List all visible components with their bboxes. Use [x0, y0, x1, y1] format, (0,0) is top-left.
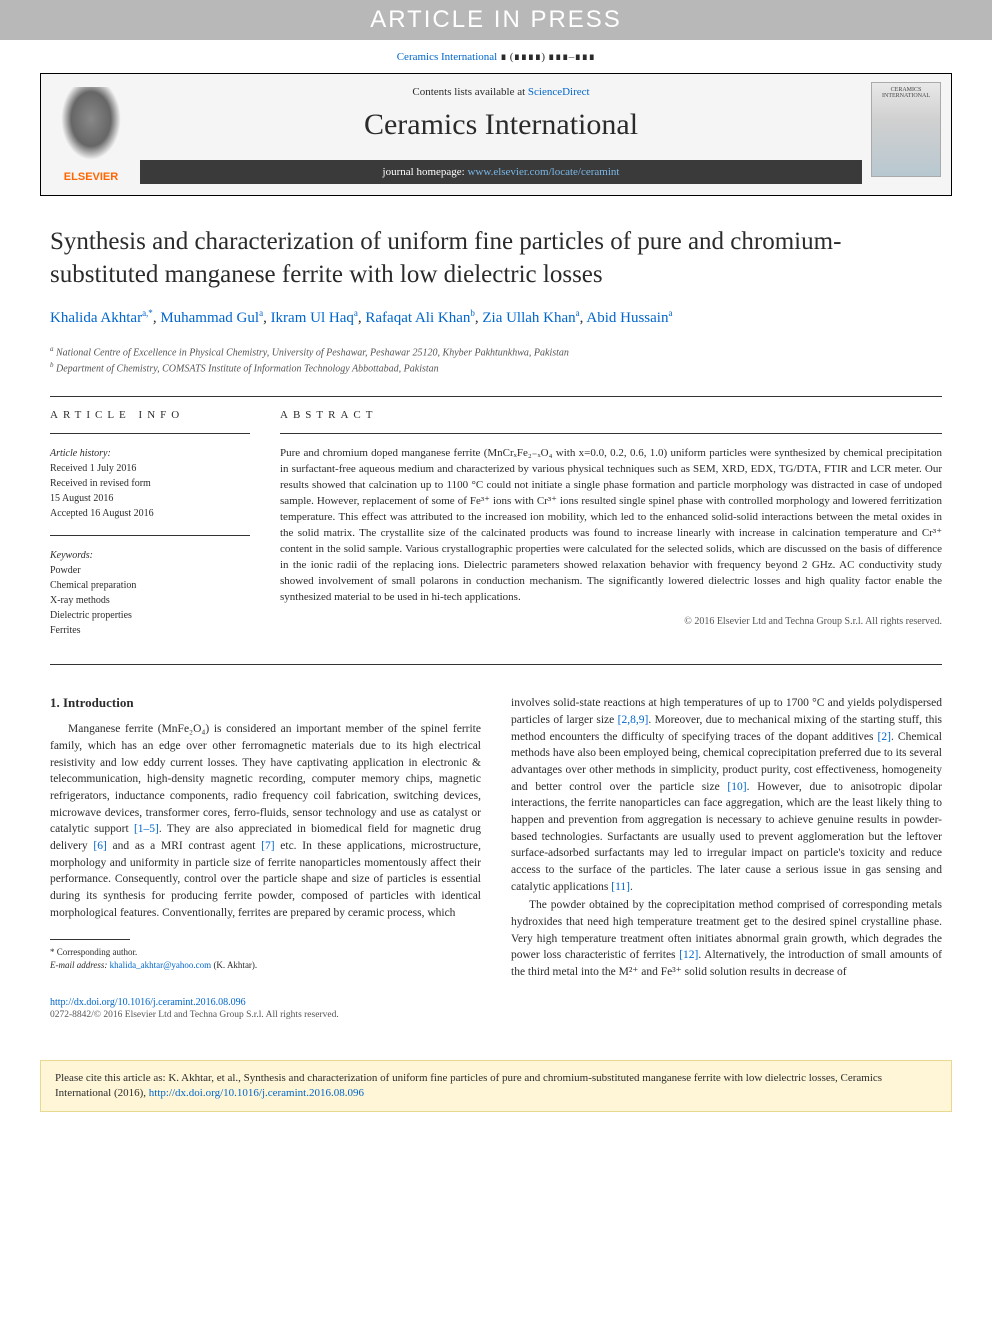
cite-link[interactable]: http://dx.doi.org/10.1016/j.ceramint.201…: [149, 1087, 364, 1099]
author-1-sup: a: [259, 308, 263, 318]
main-content: Synthesis and characterization of unifor…: [0, 196, 992, 1040]
citation-placeholder: ∎ (∎∎∎∎) ∎∎∎–∎∎∎: [497, 51, 595, 63]
affiliations: a National Centre of Excellence in Physi…: [50, 344, 942, 377]
author-4-sup: a: [576, 308, 580, 318]
body-columns: 1. Introduction Manganese ferrite (MnFe₂…: [50, 695, 942, 982]
cite-box: Please cite this article as: K. Akhtar, …: [40, 1060, 952, 1113]
divider-top: [50, 396, 942, 397]
aff-b-sup: b: [50, 361, 54, 369]
ref-12[interactable]: [12]: [679, 949, 698, 961]
sciencedirect-link[interactable]: ScienceDirect: [528, 86, 590, 98]
footnotes: * Corresponding author. E-mail address: …: [50, 946, 481, 971]
affiliation-b: b Department of Chemistry, COMSATS Insti…: [50, 360, 942, 376]
col1-p1c: and as a MRI contrast agent: [107, 840, 261, 852]
keywords-block: Keywords: Powder Chemical preparation X-…: [50, 548, 250, 638]
body-col-left: 1. Introduction Manganese ferrite (MnFe₂…: [50, 695, 481, 982]
history-2: 15 August 2016: [50, 491, 250, 506]
footnote-divider: [50, 939, 130, 940]
body-col-right: involves solid-state reactions at high t…: [511, 695, 942, 982]
keyword-0: Powder: [50, 563, 250, 578]
author-5-sup: a: [668, 308, 672, 318]
abstract-label: ABSTRACT: [280, 409, 942, 421]
col1-p1a: Manganese ferrite (MnFe₂O₄) is considere…: [50, 723, 481, 835]
col2-p1e: .: [630, 881, 633, 893]
homepage-bar: journal homepage: www.elsevier.com/locat…: [140, 160, 862, 184]
email-label: E-mail address:: [50, 960, 110, 970]
history-0: Received 1 July 2016: [50, 461, 250, 476]
homepage-link[interactable]: www.elsevier.com/locate/ceramint: [467, 166, 619, 178]
elsevier-text: ELSEVIER: [64, 171, 118, 183]
header-center: Contents lists available at ScienceDirec…: [141, 74, 861, 195]
keyword-1: Chemical preparation: [50, 578, 250, 593]
ref-2[interactable]: [2]: [878, 731, 891, 743]
history-3: Accepted 16 August 2016: [50, 506, 250, 521]
author-2[interactable]: Ikram Ul Haq: [271, 310, 354, 326]
journal-cover[interactable]: CERAMICS INTERNATIONAL: [861, 74, 951, 195]
journal-name: Ceramics International: [141, 108, 861, 142]
intro-text-right: involves solid-state reactions at high t…: [511, 695, 942, 980]
corresponding-author: * Corresponding author.: [50, 946, 481, 959]
article-info: ARTICLE INFO Article history: Received 1…: [50, 409, 250, 652]
journal-header: ELSEVIER Contents lists available at Sci…: [40, 73, 952, 196]
col2-p1d: . However, due to anisotropic dipolar in…: [511, 781, 942, 893]
aff-a-sup: a: [50, 345, 54, 353]
email-suffix: (K. Akhtar).: [211, 960, 257, 970]
abstract-copyright: © 2016 Elsevier Ltd and Techna Group S.r…: [280, 616, 942, 627]
ref-289[interactable]: [2,8,9]: [618, 714, 649, 726]
keyword-2: X-ray methods: [50, 593, 250, 608]
article-in-press-banner: ARTICLE IN PRESS: [0, 0, 992, 40]
author-1[interactable]: Muhammad Gul: [160, 310, 259, 326]
author-0[interactable]: Khalida Akhtar: [50, 310, 142, 326]
article-title: Synthesis and characterization of unifor…: [50, 226, 942, 291]
elsevier-tree-icon: [56, 87, 126, 167]
ref-11[interactable]: [11]: [611, 881, 630, 893]
author-3-sup: b: [470, 308, 475, 318]
ref-6[interactable]: [6]: [93, 840, 106, 852]
history-block: Article history: Received 1 July 2016 Re…: [50, 446, 250, 521]
author-4[interactable]: Zia Ullah Khan: [482, 310, 575, 326]
elsevier-logo[interactable]: ELSEVIER: [41, 74, 141, 195]
keywords-label: Keywords:: [50, 548, 250, 563]
doi-link[interactable]: http://dx.doi.org/10.1016/j.ceramint.201…: [50, 997, 246, 1008]
info-abstract-row: ARTICLE INFO Article history: Received 1…: [50, 409, 942, 652]
keyword-4: Ferrites: [50, 623, 250, 638]
ref-10[interactable]: [10]: [727, 781, 746, 793]
email-line: E-mail address: khalida_akhtar@yahoo.com…: [50, 959, 481, 972]
info-divider-1: [50, 433, 250, 434]
doi-line: http://dx.doi.org/10.1016/j.ceramint.201…: [50, 997, 942, 1008]
email-link[interactable]: khalida_akhtar@yahoo.com: [110, 960, 212, 970]
intro-text-left: Manganese ferrite (MnFe₂O₄) is considere…: [50, 721, 481, 921]
keyword-3: Dielectric properties: [50, 608, 250, 623]
abstract-divider: [280, 433, 942, 434]
cover-img: CERAMICS INTERNATIONAL: [871, 82, 941, 177]
citation-journal-link[interactable]: Ceramics International: [397, 51, 498, 63]
history-label: Article history:: [50, 446, 250, 461]
abstract-text: Pure and chromium doped manganese ferrit…: [280, 446, 942, 605]
article-info-label: ARTICLE INFO: [50, 409, 250, 421]
contents-label: Contents lists available at: [412, 86, 527, 98]
ref-7[interactable]: [7]: [261, 840, 274, 852]
abstract-col: ABSTRACT Pure and chromium doped mangane…: [280, 409, 942, 652]
contents-line: Contents lists available at ScienceDirec…: [141, 86, 861, 98]
history-1: Received in revised form: [50, 476, 250, 491]
affiliation-a: a National Centre of Excellence in Physi…: [50, 344, 942, 360]
intro-heading: 1. Introduction: [50, 695, 481, 711]
ref-1-5[interactable]: [1–5]: [134, 823, 159, 835]
homepage-label: journal homepage:: [383, 166, 468, 178]
author-0-sup: a,*: [142, 308, 153, 318]
info-divider-2: [50, 535, 250, 536]
author-2-sup: a: [354, 308, 358, 318]
authors-list: Khalida Akhtara,*, Muhammad Gula, Ikram …: [50, 307, 942, 330]
citation-line: Ceramics International ∎ (∎∎∎∎) ∎∎∎–∎∎∎: [0, 40, 992, 73]
issn-line: 0272-8842/© 2016 Elsevier Ltd and Techna…: [50, 1010, 942, 1020]
aff-b-text: Department of Chemistry, COMSATS Institu…: [56, 363, 439, 374]
author-5[interactable]: Abid Hussain: [586, 310, 668, 326]
author-3[interactable]: Rafaqat Ali Khan: [365, 310, 470, 326]
aff-a-text: National Centre of Excellence in Physica…: [56, 347, 569, 358]
divider-bottom: [50, 664, 942, 665]
